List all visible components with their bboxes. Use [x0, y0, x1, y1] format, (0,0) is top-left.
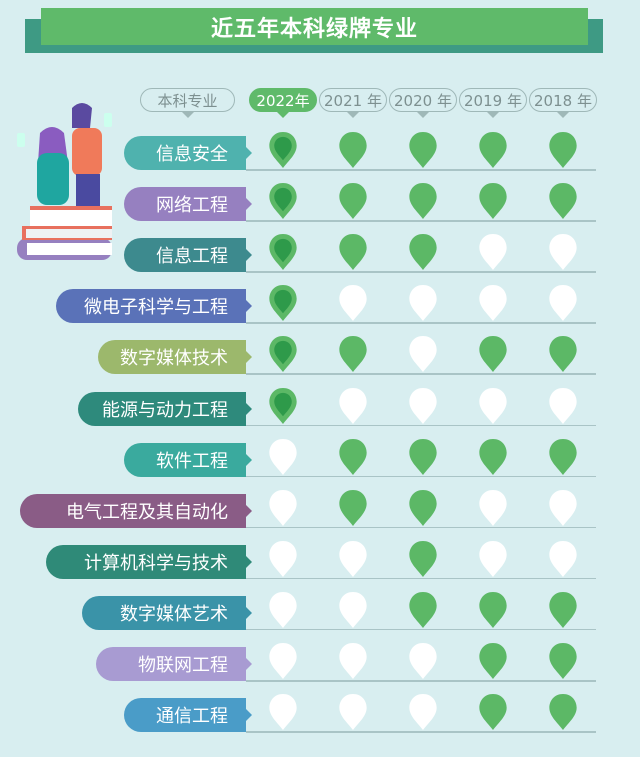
year-header-2020: 2020 年: [389, 88, 457, 118]
row-divider: [246, 680, 596, 682]
empty-pin-icon: [479, 540, 507, 577]
green-pin-icon: [409, 591, 437, 628]
empty-pin-icon: [269, 694, 297, 731]
green-pin-icon: [339, 131, 367, 169]
row-divider: [246, 526, 596, 529]
row-divider: [246, 322, 596, 324]
year-header-2018: 2018 年: [529, 88, 597, 118]
empty-pin-icon: [409, 285, 437, 322]
empty-pin-icon: [409, 336, 437, 373]
empty-pin-icon: [549, 489, 577, 526]
green-pin-icon: [339, 183, 367, 220]
major-label: 网络工程: [124, 187, 252, 222]
empty-pin-icon: [269, 642, 297, 680]
major-label: 通信工程: [124, 698, 252, 733]
row-divider: [246, 424, 596, 426]
empty-pin-icon: [549, 234, 577, 271]
empty-pin-icon: [269, 591, 297, 628]
green-pin-icon: [409, 540, 437, 577]
green-pin-icon: [549, 336, 577, 373]
green-pin-icon: [269, 183, 297, 220]
empty-pin-icon: [409, 387, 437, 424]
major-label: 数字媒体技术: [98, 340, 252, 375]
empty-pin-icon: [409, 694, 437, 731]
empty-pin-icon: [549, 387, 577, 424]
major-label: 信息安全: [124, 136, 252, 170]
row-divider: [246, 271, 596, 273]
empty-pin-icon: [339, 591, 367, 628]
green-pin-icon: [479, 642, 507, 680]
year-header-2021: 2021 年: [319, 88, 387, 118]
major-label: 物联网工程: [96, 647, 252, 681]
green-pin-icon: [269, 234, 297, 271]
green-pin-icon: [409, 131, 437, 169]
empty-pin-icon: [479, 285, 507, 322]
row-divider: [246, 577, 596, 580]
green-pin-icon: [549, 183, 577, 220]
green-pin-icon: [339, 438, 367, 475]
major-label: 软件工程: [124, 442, 252, 477]
major-label: 能源与动力工程: [78, 391, 252, 426]
row-divider: [246, 628, 596, 631]
empty-pin-icon: [409, 642, 437, 680]
green-pin-icon: [339, 489, 367, 526]
green-pin-icon: [409, 183, 437, 220]
row-divider: [246, 220, 596, 222]
major-column-header: 本科专业: [140, 88, 235, 118]
empty-pin-icon: [339, 540, 367, 577]
green-pin-icon: [479, 131, 507, 169]
empty-pin-icon: [339, 285, 367, 322]
green-pin-icon: [479, 336, 507, 373]
green-pin-icon: [479, 183, 507, 220]
green-pin-icon: [339, 336, 367, 373]
green-pin-icon: [269, 387, 297, 424]
green-pin-icon: [269, 336, 297, 373]
green-pin-icon: [549, 642, 577, 680]
green-pin-icon: [549, 438, 577, 475]
empty-pin-icon: [269, 540, 297, 577]
green-pin-icon: [409, 489, 437, 526]
year-header-2022: 2022年: [249, 88, 317, 118]
empty-pin-icon: [269, 438, 297, 475]
green-pin-icon: [269, 131, 297, 169]
empty-pin-icon: [339, 642, 367, 680]
empty-pin-icon: [549, 540, 577, 577]
page-title: 近五年本科绿牌专业: [41, 8, 588, 45]
row-divider: [246, 169, 596, 171]
row-divider: [246, 373, 596, 375]
people-reading-illustration: [17, 103, 112, 260]
empty-pin-icon: [269, 489, 297, 526]
empty-pin-icon: [479, 234, 507, 271]
empty-pin-icon: [549, 285, 577, 322]
green-pin-icon: [339, 234, 367, 271]
green-pin-icon: [409, 234, 437, 271]
empty-pin-icon: [479, 489, 507, 526]
major-label: 电气工程及其自动化: [20, 493, 252, 528]
empty-pin-icon: [479, 387, 507, 424]
green-pin-icon: [479, 694, 507, 731]
green-pin-icon: [549, 591, 577, 628]
row-divider: [246, 475, 596, 478]
major-label: 数字媒体艺术: [82, 595, 252, 630]
green-pin-icon: [269, 285, 297, 322]
empty-pin-icon: [339, 694, 367, 731]
empty-pin-icon: [339, 387, 367, 424]
row-divider: [246, 731, 596, 733]
year-header-2019: 2019 年: [459, 88, 527, 118]
green-pin-icon: [409, 438, 437, 475]
green-pin-icon: [479, 591, 507, 628]
green-pin-icon: [479, 438, 507, 475]
major-label: 计算机科学与技术: [46, 544, 252, 579]
green-pin-icon: [549, 131, 577, 169]
major-label: 微电子科学与工程: [56, 289, 252, 324]
green-pin-icon: [549, 694, 577, 731]
major-label: 信息工程: [124, 238, 252, 273]
